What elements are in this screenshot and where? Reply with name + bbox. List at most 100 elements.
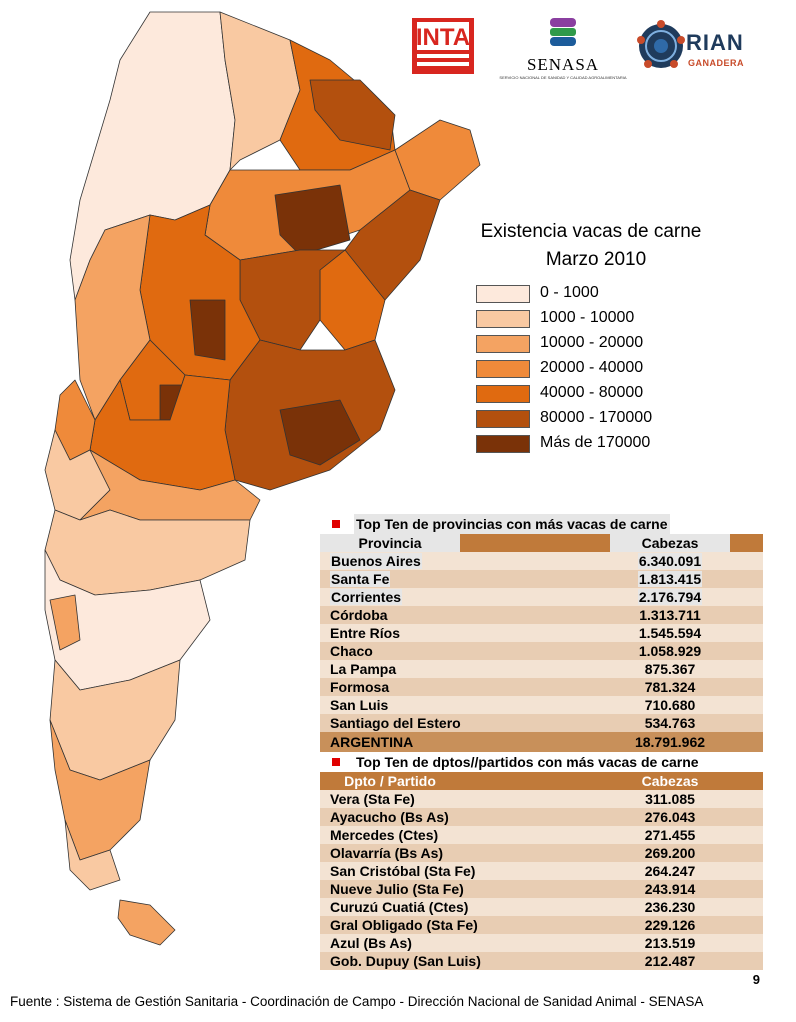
table-row: Gob. Dupuy (San Luis) 212.487 bbox=[320, 952, 763, 970]
legend-item: 40000 - 80000 bbox=[476, 382, 726, 407]
table-row: Mercedes (Ctes) 271.455 bbox=[320, 826, 763, 844]
legend-swatch bbox=[476, 435, 530, 453]
row-name: Gral Obligado (Sta Fe) bbox=[330, 917, 478, 933]
legend-swatch bbox=[476, 385, 530, 403]
table-row: Corrientes 2.176.794 bbox=[320, 588, 763, 606]
table-row: Formosa 781.324 bbox=[320, 678, 763, 696]
row-name: San Luis bbox=[330, 697, 389, 713]
row-name: Nueve Julio (Sta Fe) bbox=[330, 881, 464, 897]
provinces-table-title: Top Ten de provincias con más vacas de c… bbox=[354, 514, 670, 534]
table-row: Olavarría (Bs As) 269.200 bbox=[320, 844, 763, 862]
region-buenos-aires-dark bbox=[279, 399, 361, 466]
rian-globe-icon bbox=[637, 20, 685, 68]
row-name: Corrientes bbox=[330, 588, 403, 606]
row-value: 243.914 bbox=[644, 881, 696, 897]
senasa-logo: SENASA SERVICIO NACIONAL DE SANIDAD Y CA… bbox=[498, 18, 628, 82]
inta-logo-text: INTA bbox=[416, 24, 470, 51]
row-value-text: 2.176.794 bbox=[637, 589, 703, 605]
row-name: Curuzú Cuatiá (Ctes) bbox=[330, 899, 469, 915]
departments-table-title: Top Ten de dptos//partidos con más vacas… bbox=[356, 754, 699, 770]
page-number: 9 bbox=[752, 972, 760, 987]
legend-subtitle: Marzo 2010 bbox=[545, 249, 647, 270]
legend-swatch bbox=[476, 335, 530, 353]
row-value: 1.313.711 bbox=[639, 607, 701, 623]
provinces-table-body: Buenos Aires 6.340.091 Santa Fe 1.813.415 Co… bbox=[320, 552, 763, 732]
logo-bar: INTA SENASA SERVICIO NACIONAL DE SANIDAD… bbox=[400, 14, 790, 84]
row-value: 236.230 bbox=[644, 899, 696, 915]
row-value: 229.126 bbox=[644, 917, 696, 933]
table-row: Buenos Aires 6.340.091 bbox=[320, 552, 763, 570]
total-label: ARGENTINA bbox=[330, 734, 414, 750]
provinces-col-heads: Cabezas bbox=[610, 534, 730, 552]
table-row: Curuzú Cuatiá (Ctes) 236.230 bbox=[320, 898, 763, 916]
region-patagonia-tip bbox=[64, 819, 121, 891]
row-name: La Pampa bbox=[330, 661, 397, 677]
provinces-table-title-bar: Top Ten de provincias con más vacas de c… bbox=[320, 514, 763, 534]
table-row: Vera (Sta Fe) 311.085 bbox=[320, 790, 763, 808]
table-row: Santiago del Estero 534.763 bbox=[320, 714, 763, 732]
inta-logo: INTA bbox=[412, 18, 474, 74]
region-formosa-east bbox=[309, 79, 396, 151]
legend-label: 20000 - 40000 bbox=[540, 359, 644, 376]
departments-col-dpto: Dpto / Partido bbox=[344, 773, 436, 789]
row-name-text: Corrientes bbox=[330, 589, 403, 605]
table-row: Gral Obligado (Sta Fe) 229.126 bbox=[320, 916, 763, 934]
rian-logo: RIAN GANADERA bbox=[636, 18, 786, 82]
senasa-name: SENASA bbox=[526, 55, 600, 74]
legend-swatch bbox=[476, 285, 530, 303]
departments-col-heads: Cabezas bbox=[641, 773, 699, 789]
legend-item: 0 - 1000 bbox=[476, 282, 726, 307]
row-value: 212.487 bbox=[644, 953, 696, 969]
provinces-table-total-row: ARGENTINA 18.791.962 bbox=[320, 732, 763, 752]
legend-item: 20000 - 40000 bbox=[476, 357, 726, 382]
source-footer: Fuente : Sistema de Gestión Sanitaria - … bbox=[10, 994, 704, 1009]
departments-table-header: Dpto / Partido Cabezas bbox=[320, 772, 763, 790]
region-patagonia-south bbox=[49, 719, 151, 861]
row-name-text: Santa Fe bbox=[330, 571, 391, 587]
legend-item: 10000 - 20000 bbox=[476, 332, 726, 357]
legend-item: 80000 - 170000 bbox=[476, 407, 726, 432]
departments-table-title-bar: Top Ten de dptos//partidos con más vacas… bbox=[320, 752, 763, 772]
region-tierra-del-fuego bbox=[117, 899, 176, 946]
row-value: 875.367 bbox=[644, 661, 696, 677]
region-chubut bbox=[44, 509, 251, 596]
row-value-text: 1.813.415 bbox=[637, 571, 703, 587]
legend-item: Más de 170000 bbox=[476, 432, 726, 457]
row-name: San Cristóbal (Sta Fe) bbox=[330, 863, 476, 879]
row-name: Córdoba bbox=[330, 607, 388, 623]
row-name: Ayacucho (Bs As) bbox=[330, 809, 449, 825]
senasa-subtitle: SERVICIO NACIONAL DE SANIDAD Y CALIDAD A… bbox=[499, 75, 627, 80]
row-value: 264.247 bbox=[644, 863, 696, 879]
region-cordoba-dark bbox=[189, 299, 226, 361]
row-name: Mercedes (Ctes) bbox=[330, 827, 439, 843]
row-value: 781.324 bbox=[644, 679, 696, 695]
legend-label: 1000 - 10000 bbox=[540, 309, 635, 326]
row-name: Entre Ríos bbox=[330, 625, 401, 641]
total-value: 18.791.962 bbox=[634, 734, 706, 750]
row-value: 6.340.091 bbox=[610, 552, 730, 570]
senasa-emblem-icon bbox=[550, 18, 576, 46]
legend-swatch bbox=[476, 410, 530, 428]
row-name: Azul (Bs As) bbox=[330, 935, 412, 951]
rian-subtitle: GANADERA bbox=[688, 58, 745, 68]
red-square-bullet-icon bbox=[332, 520, 340, 528]
red-square-bullet-icon bbox=[332, 758, 340, 766]
row-value: 269.200 bbox=[644, 845, 696, 861]
row-name: Formosa bbox=[330, 679, 390, 695]
row-value: 213.519 bbox=[644, 935, 696, 951]
legend-title: Existencia vacas de carne bbox=[480, 221, 702, 242]
legend-swatch bbox=[476, 360, 530, 378]
legend-label: 80000 - 170000 bbox=[540, 409, 653, 426]
legend-label: 0 - 1000 bbox=[540, 284, 599, 301]
table-row: Entre Ríos 1.545.594 bbox=[320, 624, 763, 642]
row-name: Santiago del Estero bbox=[330, 715, 461, 731]
row-value: 271.455 bbox=[644, 827, 696, 843]
table-row: Santa Fe 1.813.415 bbox=[320, 570, 763, 588]
table-row: La Pampa 875.367 bbox=[320, 660, 763, 678]
row-value: 276.043 bbox=[644, 809, 696, 825]
row-name: Buenos Aires bbox=[330, 552, 422, 570]
legend-label: 10000 - 20000 bbox=[540, 334, 644, 351]
row-name: Olavarría (Bs As) bbox=[330, 845, 444, 861]
table-row: Azul (Bs As) 213.519 bbox=[320, 934, 763, 952]
